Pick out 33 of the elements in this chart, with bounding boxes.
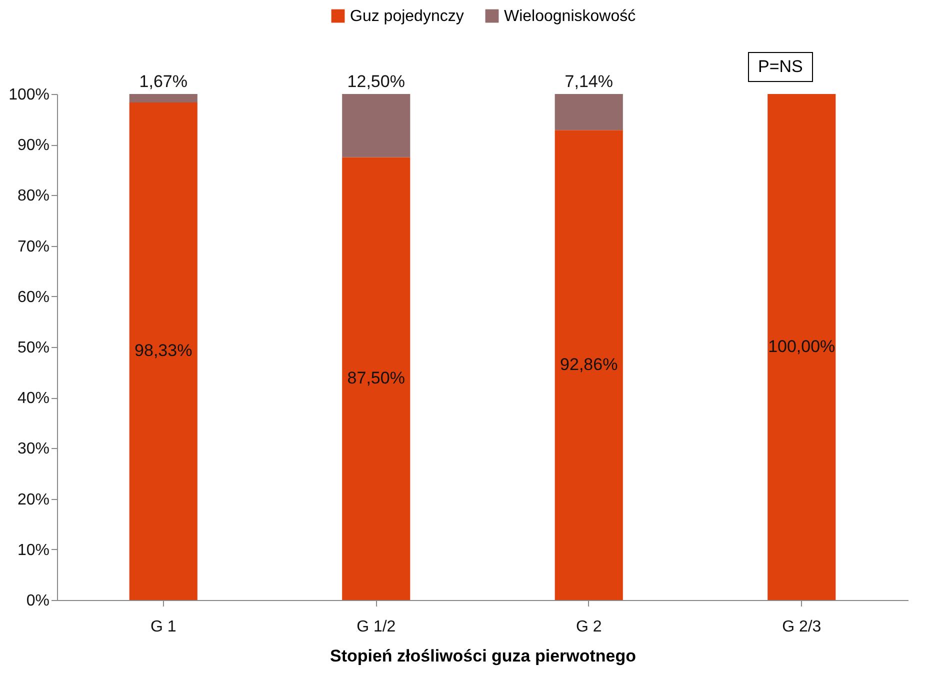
y-tick-label: 0% [26, 592, 50, 610]
y-tick-label: 70% [17, 238, 50, 256]
y-tick-label: 60% [17, 288, 50, 306]
legend-label: Wieloogniskowość [504, 8, 636, 25]
data-label: 92,86% [560, 355, 618, 374]
data-label: 98,33% [134, 341, 192, 360]
y-tick-label: 50% [17, 340, 50, 356]
y-tick-label: 10% [17, 542, 50, 559]
bar [554, 130, 623, 600]
text: P=NS [748, 52, 813, 82]
data-label: 87,50% [347, 368, 405, 388]
bar [768, 94, 836, 600]
x-tick-label: G 2 [576, 618, 602, 636]
bar [129, 102, 198, 600]
legend-label: Guz pojedynczy [350, 8, 464, 25]
bar [129, 94, 198, 102]
y-tick-label: 80% [17, 188, 50, 205]
bar [342, 94, 410, 158]
x-tick-label: G 2/3 [782, 618, 822, 636]
data-label: 1,67% [139, 72, 188, 91]
x-tick-label: G 1/2 [356, 618, 396, 636]
data-label: 12,50% [347, 72, 405, 91]
bar [554, 94, 623, 130]
y-tick-label: 90% [17, 137, 50, 154]
y-tick-label: 40% [17, 390, 50, 408]
y-tick-label: 100% [8, 86, 50, 104]
data-label: 7,14% [564, 72, 613, 91]
y-tick-label: 20% [17, 491, 50, 508]
x-tick-label: G 1 [150, 618, 176, 636]
bar [342, 157, 410, 600]
x-axis-title: Stopień złośliwości guza pierwotnego [330, 646, 636, 666]
y-tick-label: 30% [17, 440, 50, 458]
data-label: 100,00% [768, 337, 836, 356]
